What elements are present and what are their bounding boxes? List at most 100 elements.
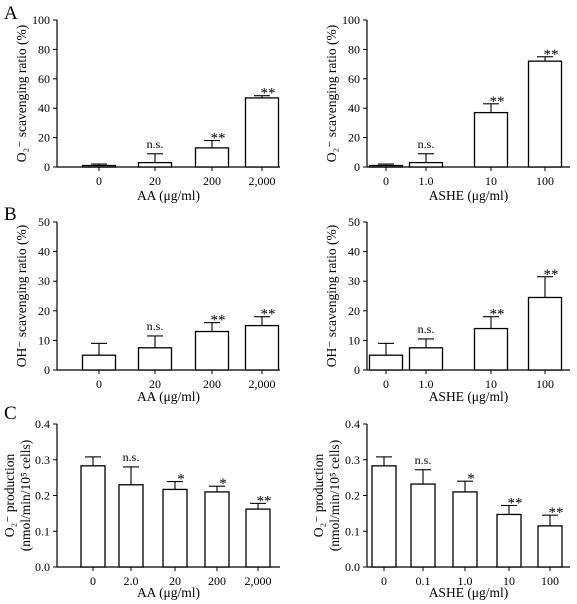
bar [194,330,230,371]
y-tick-label: 60 [38,72,50,86]
bar [452,491,478,568]
y-tick-label: 100 [32,13,50,27]
y-tick-label: 20 [348,304,360,318]
y-tick-label: 60 [348,72,360,86]
y-tick-label: 10 [348,333,360,347]
x-tick-label: 20 [149,377,161,391]
bar [81,164,117,168]
significance-label: ** [549,505,564,521]
x-tick-label: 200 [203,377,221,391]
x-tick-label: 100 [541,574,559,588]
bar [527,296,563,371]
chart-3: 0 10 20 30 40 50 0 20 n.s. 200 ** 2,000 ** AA (μg/ml)… [14,215,280,404]
x-axis-title: AA (μg/ml) [137,389,200,404]
x-tick-label: 1.0 [458,574,473,588]
y-tick-label: 40 [348,245,360,259]
significance-label: ** [261,86,276,102]
y-tick-label: 50 [348,215,360,229]
y-tick-label: 40 [348,101,360,115]
bar [473,327,509,371]
bar [137,347,173,371]
significance-label: n.s. [147,319,164,333]
bar [162,488,188,568]
y-tick-label: 0.4 [345,417,360,431]
chart-2: 0 20 40 60 80 100 0 1.0 n.s. 10 ** 100 ** ASHE (μg/ml… [324,13,570,203]
y-tick-label: 100 [342,13,360,27]
x-tick-label: 200 [203,174,221,188]
significance-label: ** [257,493,272,509]
y-tick-label: 0.3 [35,453,50,467]
x-tick-label: 20 [149,174,161,188]
significance-label: * [219,476,227,492]
bar [473,111,509,168]
bar [408,347,444,371]
chart-4: 0 10 20 30 40 50 0 1.0 n.s. 10 ** 100 ** ASHE (μg/ml)… [324,215,570,404]
y-tick-label: 20 [38,304,50,318]
bar [408,161,444,168]
bar [204,491,230,568]
bar [245,508,271,568]
y-axis-title: O₂⁻ scavenging ratio (%) [324,25,339,162]
chart-1: 0 20 40 60 80 100 0 20 n.s. 200 ** 2,000 ** AA (μg/ml… [14,13,280,203]
significance-label: n.s. [415,453,432,467]
significance-label: ** [508,496,523,512]
significance-label: ** [490,94,505,110]
y-tick-label: 40 [38,101,50,115]
panel-letter-b: B [4,204,17,225]
significance-label: ** [261,307,276,323]
bar [371,465,397,568]
significance-label: ** [211,313,226,329]
bar [194,147,230,168]
significance-label: ** [544,47,559,63]
y-tick-label: 0 [354,160,360,174]
y-tick-label: 40 [38,245,50,259]
x-tick-label: 100 [536,174,554,188]
bar [137,161,173,168]
x-axis-title: AA (μg/ml) [137,585,200,600]
x-tick-label: 10 [503,574,515,588]
y-tick-label: 50 [38,215,50,229]
significance-label: n.s. [418,137,435,151]
y-tick-label: 0.1 [345,524,360,538]
significance-label: n.s. [147,137,164,151]
y-tick-label: 80 [38,42,50,56]
y-axis-title: O₂⁻ production [311,454,326,538]
y-axis-title: OH⁻ scavenging ratio (%) [324,225,339,367]
bar [118,484,144,568]
x-tick-label: 0 [383,174,389,188]
x-tick-label: 0 [90,574,96,588]
x-axis-title: ASHE (μg/ml) [429,188,509,203]
x-tick-label: 0 [383,377,389,391]
y-tick-label: 0.0 [35,560,50,574]
y-axis-title: O₂⁻ production [2,454,17,538]
y-tick-label: 0.2 [345,489,360,503]
y-tick-label: 0 [44,160,50,174]
x-axis-title: ASHE (μg/ml) [429,585,509,600]
x-tick-label: 10 [485,377,497,391]
significance-label: * [467,471,475,487]
y-tick-label: 0.3 [345,453,360,467]
y-tick-label: 0.1 [35,524,50,538]
x-tick-label: 0 [381,574,387,588]
x-tick-label: 1.0 [419,377,434,391]
x-axis-title: AA (μg/ml) [137,188,200,203]
significance-label: ** [490,307,505,323]
x-tick-label: 0 [96,174,102,188]
chart-5: 0.0 0.1 0.2 0.3 0.4 0 2.0 n.s. 20 * 200 * 2,000 ** AA … [2,417,280,600]
significance-label: n.s. [418,322,435,336]
significance-label: n.s. [123,450,140,464]
y-axis-title: O₂⁻ scavenging ratio (%) [14,25,29,162]
bar [81,354,117,371]
bar [537,525,563,568]
chart-6: 0.0 0.1 0.2 0.3 0.4 0 0.1 n.s. 1.0 * 10 ** 100 ** ASHE… [311,417,570,600]
bar [368,164,404,168]
bar [410,483,436,568]
x-tick-label: 2.0 [124,574,139,588]
panel-letter-a: A [4,3,18,24]
y-axis-title: (nmol/min/10⁵ cells) [18,440,33,552]
y-tick-label: 30 [348,274,360,288]
bar [527,60,563,168]
x-tick-label: 20 [169,574,181,588]
x-tick-label: 0 [96,377,102,391]
